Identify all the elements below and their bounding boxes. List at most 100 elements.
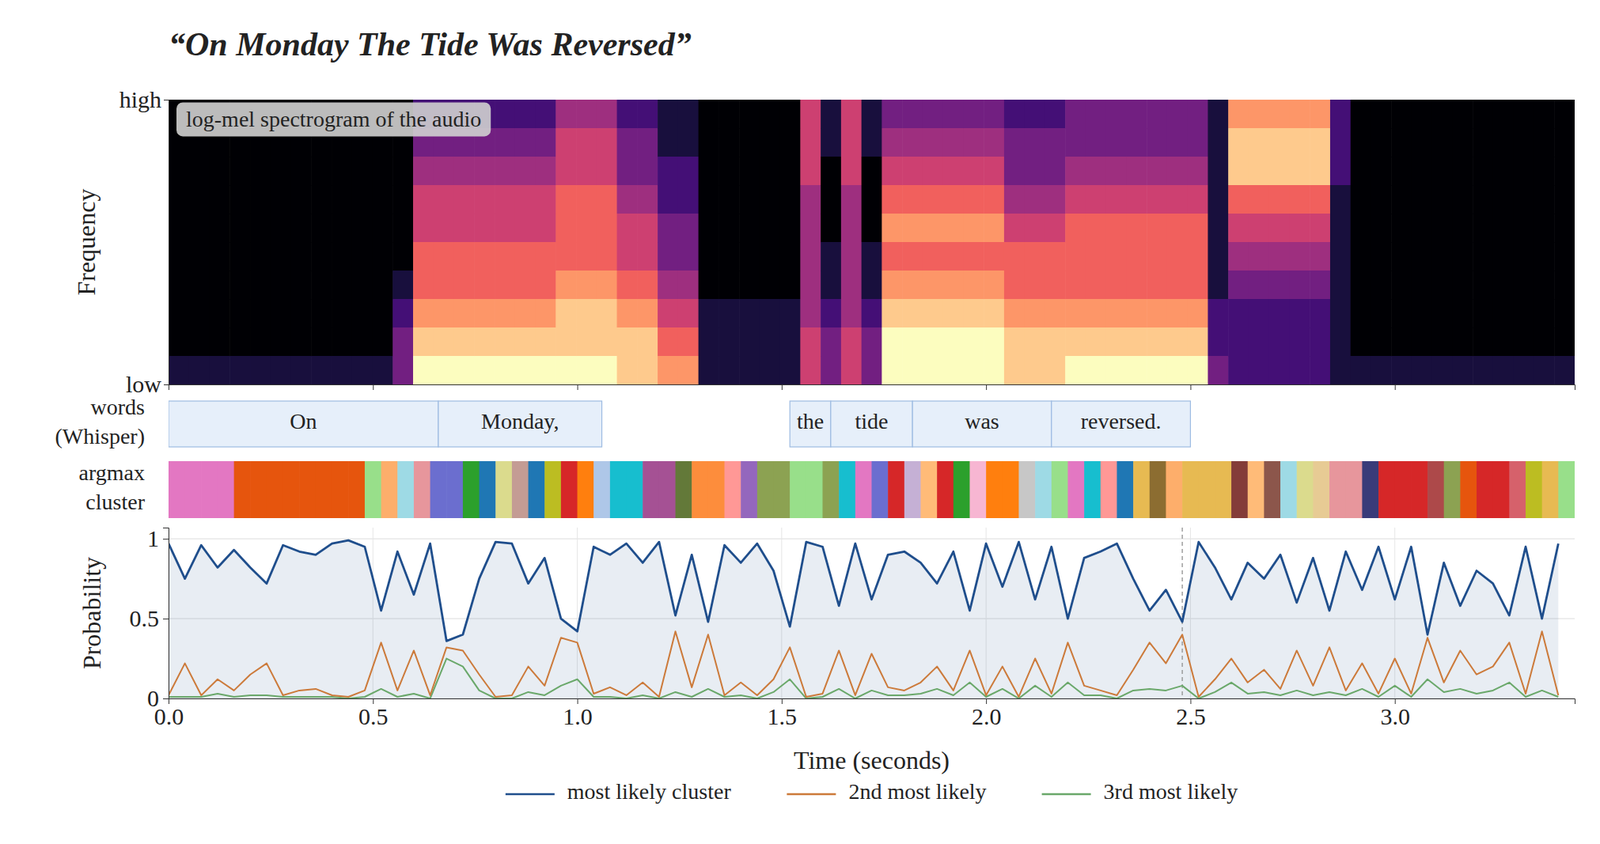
cell (983, 242, 1005, 272)
cell (1309, 185, 1331, 215)
cell (636, 213, 658, 243)
cell (413, 270, 434, 300)
cell (1554, 213, 1575, 243)
cluster-strip (168, 461, 1575, 519)
cell (555, 299, 577, 329)
cell (841, 356, 862, 385)
row-label: argmaxcluster (79, 460, 146, 514)
cell (1044, 299, 1066, 329)
cell (1228, 270, 1249, 300)
cell (983, 299, 1005, 329)
cell (1432, 327, 1453, 357)
word-boxes (168, 401, 1191, 448)
cell (209, 327, 231, 357)
cell (1004, 299, 1025, 329)
cell (1309, 356, 1331, 385)
cell (922, 99, 944, 129)
cell (1024, 299, 1046, 329)
cell (1289, 270, 1310, 300)
tick: 0 (147, 685, 169, 712)
cell (413, 242, 434, 272)
tick: 2.5 (1175, 698, 1206, 730)
cell (759, 128, 781, 158)
cell (861, 299, 883, 329)
cell (820, 356, 842, 385)
cell (678, 156, 699, 186)
cell (1085, 213, 1107, 243)
cell (270, 213, 292, 243)
cell (1024, 356, 1046, 385)
cell (1432, 299, 1453, 329)
cell (963, 128, 984, 158)
cell (454, 185, 475, 215)
cluster-cell (642, 461, 660, 519)
cell (291, 242, 312, 272)
cell (473, 299, 495, 329)
cluster-cell (1149, 461, 1167, 519)
cell (1411, 99, 1433, 129)
cell (1004, 242, 1025, 272)
cell (596, 327, 618, 357)
cell (291, 156, 312, 186)
cell (1085, 128, 1107, 158)
cell (1309, 242, 1331, 272)
cell (596, 128, 618, 158)
cell (515, 185, 536, 215)
legend-label: 2nd most likely (848, 779, 986, 804)
cell (331, 270, 353, 300)
cell (800, 185, 821, 215)
cell (718, 270, 740, 300)
cell (372, 242, 394, 272)
cell (617, 270, 638, 300)
cell (413, 327, 434, 357)
cell (1085, 156, 1107, 186)
cell (454, 213, 475, 243)
cell (678, 128, 699, 158)
legend-swatch (1042, 793, 1092, 797)
cell (922, 242, 944, 272)
cell (1187, 156, 1209, 186)
cell (861, 242, 883, 272)
cell (678, 185, 699, 215)
cell (229, 185, 251, 215)
cell (413, 299, 434, 329)
cell (494, 185, 516, 215)
cell (1513, 299, 1535, 329)
cell (759, 242, 781, 272)
cell (1146, 99, 1168, 129)
annotation-box (176, 102, 491, 137)
cell (963, 185, 984, 215)
cell (1391, 213, 1412, 243)
cell (454, 156, 475, 186)
cell (902, 128, 923, 158)
cell (1289, 299, 1310, 329)
cell (473, 156, 495, 186)
cell (1411, 156, 1433, 186)
cell (780, 128, 801, 158)
cell (1309, 327, 1331, 357)
cell (617, 356, 638, 385)
cell (1004, 156, 1025, 186)
cell (494, 270, 516, 300)
cell (1554, 242, 1575, 272)
cell (1391, 356, 1412, 385)
cell (636, 185, 658, 215)
cluster-cell (969, 461, 986, 519)
cell (780, 299, 801, 329)
cell (1309, 299, 1331, 329)
cluster-cell (1084, 461, 1101, 519)
cell (678, 356, 699, 385)
cluster-cell (1312, 461, 1330, 519)
cluster-cell (397, 461, 414, 519)
cell (494, 99, 516, 129)
cluster-cell (773, 461, 791, 519)
cell (310, 299, 332, 329)
cell (168, 213, 190, 243)
cell (596, 99, 618, 129)
cell (433, 242, 455, 272)
cell (881, 128, 903, 158)
cell (1146, 213, 1168, 243)
cell (800, 299, 821, 329)
tick: high (119, 86, 169, 113)
cell (1187, 213, 1209, 243)
